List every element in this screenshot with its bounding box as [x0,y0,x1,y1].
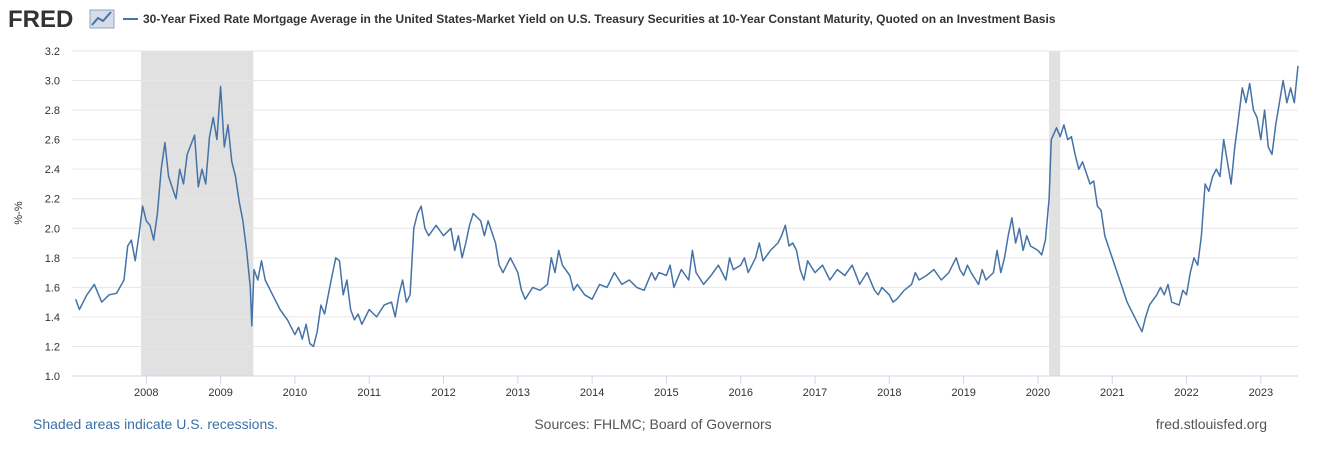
x-tick-label: 2023 [1249,387,1273,399]
sources: Sources: FHLMC; Board of Governors [534,416,771,432]
y-tick-label: 1.0 [45,371,60,383]
x-tick-label: 2013 [506,387,530,399]
y-axis-label: %-% [13,201,25,224]
y-tick-label: 1.8 [45,253,60,265]
y-tick-label: 2.8 [45,105,60,117]
data-line [74,65,1299,348]
x-tick-label: 2021 [1100,387,1124,399]
x-tick-label: 2016 [728,387,752,399]
site-link[interactable]: fred.stlouisfed.org [1156,416,1267,432]
x-tick-label: 2017 [803,387,827,399]
recession-band [1049,51,1061,376]
legend-label: 30-Year Fixed Rate Mortgage Average in t… [143,12,1056,26]
y-tick-label: 1.2 [45,341,60,353]
y-tick-label: 1.4 [45,312,60,324]
logo: FRED [8,6,73,33]
x-tick-label: 2010 [283,387,307,399]
y-tick-label: 3.2 [45,46,60,58]
x-tick-label: 2020 [1026,387,1050,399]
x-tick-label: 2022 [1174,387,1198,399]
recession-band [141,51,254,376]
x-tick-label: 2019 [951,387,975,399]
recession-note[interactable]: Shaded areas indicate U.S. recessions. [33,416,278,432]
x-tick-label: 2008 [134,387,158,399]
y-tick-label: 2.6 [45,135,60,147]
x-tick-label: 2011 [357,387,381,399]
x-tick-label: 2014 [580,387,604,399]
x-tick-label: 2009 [208,387,232,399]
x-tick-label: 2018 [877,387,901,399]
y-tick-label: 3.0 [45,76,60,88]
y-tick-label: 1.6 [45,282,60,294]
x-tick-label: 2012 [431,387,455,399]
y-tick-label: 2.0 [45,223,60,235]
y-tick-label: 2.4 [45,164,60,176]
logo-icon [89,9,115,29]
x-tick-label: 2015 [654,387,678,399]
y-tick-label: 2.2 [45,194,60,206]
